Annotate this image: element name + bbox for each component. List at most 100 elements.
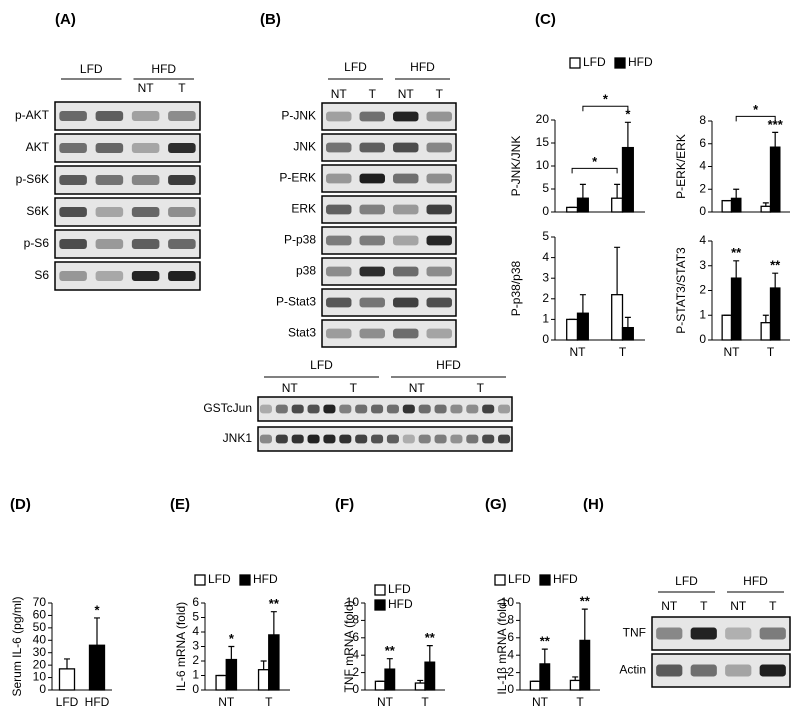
y-tick-label: 2 (507, 665, 514, 679)
blot-band (656, 627, 683, 640)
lane-label: NT (730, 599, 747, 613)
x-tick-label: NT (532, 695, 549, 709)
blot-band (656, 664, 683, 677)
panel-label: (B) (260, 11, 281, 28)
blot-band (326, 111, 352, 122)
y-tick-label: 3 (192, 639, 199, 653)
blot-band (371, 434, 384, 444)
lane-label: T (477, 381, 485, 395)
legend-swatch (539, 574, 551, 586)
x-tick-label: T (421, 695, 429, 709)
y-tick-label: 0 (542, 204, 549, 218)
bar (539, 663, 551, 691)
legend-swatch (569, 57, 581, 69)
bracket-label: * (592, 154, 598, 169)
blot-band (131, 110, 160, 122)
legend-swatch (239, 574, 251, 586)
blot-band (418, 434, 431, 444)
error-bar (417, 679, 424, 684)
blot-band (168, 206, 196, 218)
error-bar (579, 183, 586, 199)
blot-band (259, 434, 272, 444)
y-axis-label: IL-6 mRNA (fold) (174, 602, 188, 691)
y-tick-label: 0 (352, 682, 359, 696)
significance: ** (385, 643, 396, 658)
y-tick-label: 2 (352, 665, 359, 679)
y-tick-label: 1 (542, 312, 549, 326)
y-tick-label: 1 (192, 668, 199, 682)
panel-label: (G) (485, 496, 507, 513)
blot-band (393, 204, 419, 215)
legend-label: LFD (508, 572, 531, 586)
blot-band (326, 142, 352, 153)
blot-band (131, 270, 160, 282)
bar (257, 669, 270, 691)
blot-band (95, 238, 124, 250)
blot-band (168, 270, 196, 282)
row-label: p-AKT (15, 108, 50, 122)
error-bar (772, 272, 779, 289)
blot-band (393, 142, 419, 153)
y-tick-label: 5 (192, 610, 199, 624)
y-axis-label: IL-1β mRNA (fold) (495, 598, 509, 694)
blot-band (359, 235, 385, 246)
legend-label: LFD (583, 55, 606, 69)
blot-band (393, 173, 419, 184)
blot-band (426, 142, 452, 153)
bar (529, 680, 541, 691)
legend-label: HFD (553, 572, 578, 586)
y-tick-label: 20 (33, 657, 47, 671)
error-bar (579, 294, 586, 314)
error-bar (426, 645, 433, 663)
lane-label: NT (331, 87, 348, 101)
row-label: TNF (623, 626, 646, 640)
blot-band (131, 174, 160, 186)
legend-label: LFD (208, 572, 231, 586)
error-bar (581, 608, 588, 641)
bar (760, 322, 772, 341)
y-axis-label: P-STAT3/STAT3 (674, 247, 688, 334)
blot-frame (321, 319, 457, 348)
blot-band (426, 173, 452, 184)
group-label: LFD (80, 62, 103, 76)
x-tick-label: NT (218, 695, 235, 709)
bar (730, 277, 742, 341)
blot-band (359, 142, 385, 153)
blot-band (371, 404, 384, 414)
blot-band (275, 434, 288, 444)
lane-label: T (700, 599, 708, 613)
y-tick-label: 4 (699, 233, 706, 247)
blot-band (59, 270, 87, 282)
bracket-label: * (753, 102, 759, 117)
blot-band (393, 297, 419, 308)
bar (384, 668, 396, 691)
blot-band (359, 173, 385, 184)
y-tick-label: 4 (507, 647, 514, 661)
significance: *** (768, 117, 784, 132)
row-label: JNK1 (223, 431, 253, 445)
row-label: P-ERK (279, 171, 316, 185)
y-tick-label: 50 (33, 620, 47, 634)
y-tick-label: 10 (501, 595, 515, 609)
x-tick-label: T (576, 695, 584, 709)
row-label: P-Stat3 (276, 295, 316, 309)
lane-label: NT (282, 381, 299, 395)
blot-band (426, 235, 452, 246)
row-label: Actin (619, 663, 646, 677)
blot-band (168, 110, 196, 122)
legend-swatch (494, 574, 506, 586)
blot-band (386, 404, 399, 414)
blot-band (95, 270, 124, 282)
row-label: p38 (296, 264, 316, 278)
blot-band (95, 206, 124, 218)
lane-label: NT (138, 81, 155, 95)
bar (621, 326, 634, 341)
y-tick-label: 6 (699, 136, 706, 150)
y-tick-label: 6 (192, 595, 199, 609)
error-bar (270, 611, 277, 635)
blot-band (326, 266, 352, 277)
panel-label: (F) (335, 496, 354, 513)
error-bar (541, 648, 548, 664)
bar (569, 679, 581, 691)
blot-band (402, 434, 415, 444)
